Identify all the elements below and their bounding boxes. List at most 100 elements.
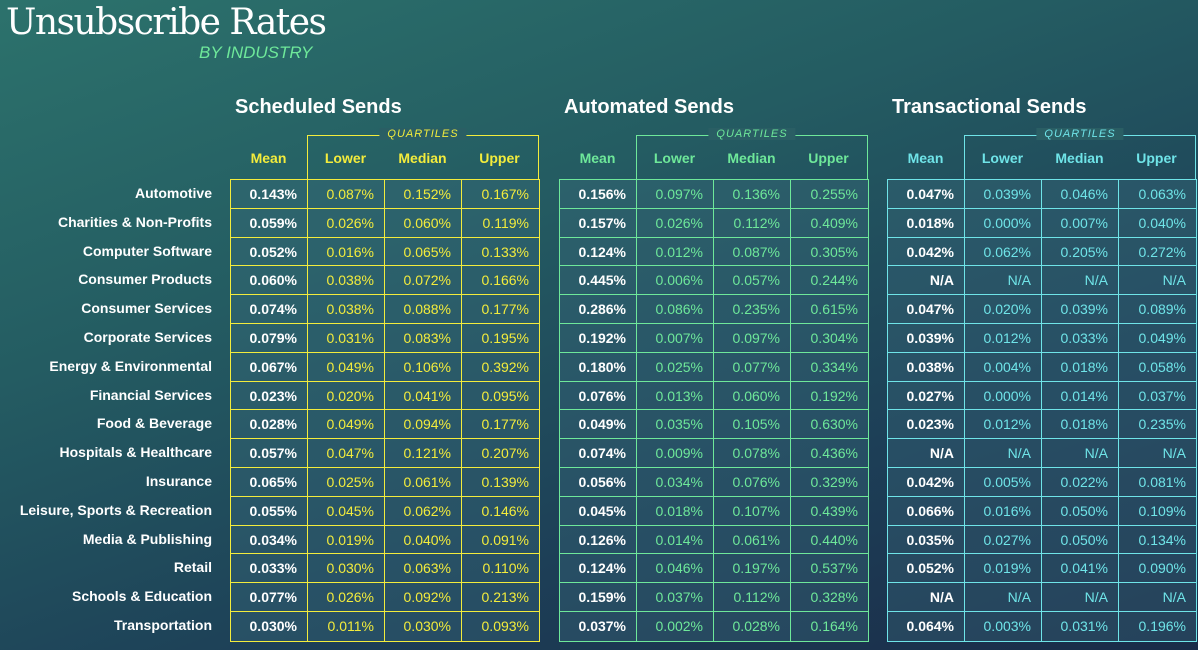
table-cell-lower: 0.026% <box>308 583 385 612</box>
table-cell-upper: 0.134% <box>1119 526 1196 555</box>
table-cell-median: 0.107% <box>714 496 791 526</box>
table-cell-median: 0.076% <box>714 467 791 497</box>
table-cell-median: 0.039% <box>1042 295 1119 324</box>
table-cell-upper: 0.192% <box>791 382 868 411</box>
table-cell-lower: N/A <box>965 266 1042 296</box>
table-cell-lower: 0.086% <box>637 295 714 324</box>
table-cell-mean: 0.065% <box>231 467 308 497</box>
table-cell-median: 0.088% <box>385 295 462 324</box>
industry-label: Retail <box>173 559 212 576</box>
table-cell-upper: 0.139% <box>462 468 539 497</box>
table-cell-median: N/A <box>1042 583 1119 612</box>
table-cell-mean: 0.033% <box>231 554 308 584</box>
automated-quartiles-bracket: QUARTILES <box>636 128 868 179</box>
table-cell-lower: 0.016% <box>308 237 385 267</box>
table-cell-lower: 0.047% <box>308 439 385 468</box>
table-cell-upper: 0.049% <box>1119 324 1196 353</box>
table-cell-median: 0.033% <box>1042 323 1119 353</box>
table-cell-mean: 0.124% <box>560 237 637 267</box>
table-cell-lower: 0.020% <box>308 381 385 411</box>
table-cell-upper: 0.272% <box>1119 238 1196 267</box>
table-cell-mean: 0.143% <box>231 180 308 209</box>
table-cell-median: 0.030% <box>385 611 462 641</box>
table-cell-upper: N/A <box>1119 583 1196 612</box>
table-cell-lower: 0.026% <box>308 208 385 238</box>
table-cell-median: 0.106% <box>385 352 462 382</box>
table-cell-mean: 0.077% <box>231 583 308 612</box>
industry-label: Transportation <box>113 617 212 633</box>
table-cell-lower: 0.087% <box>308 180 385 209</box>
table-cell-median: N/A <box>1042 439 1119 468</box>
table-cell-lower: 0.037% <box>637 583 714 612</box>
table-cell-median: 0.050% <box>1042 525 1119 555</box>
table-cell-upper: 0.409% <box>791 209 868 238</box>
table-cell-mean: 0.039% <box>888 323 965 353</box>
table-cell-lower: 0.018% <box>637 496 714 526</box>
table-cell-median: 0.050% <box>1042 496 1119 526</box>
table-cell-median: 0.022% <box>1042 467 1119 497</box>
table-cell-median: 0.197% <box>714 554 791 584</box>
table-cell-mean: 0.023% <box>888 410 965 440</box>
industry-label: Media & Publishing <box>82 530 212 547</box>
column-header-median: Median <box>398 150 447 166</box>
table-cell-lower: 0.027% <box>965 525 1042 555</box>
quartiles-label: QUARTILES <box>379 128 467 140</box>
table-cell-median: 0.061% <box>385 467 462 497</box>
table-cell-median: N/A <box>1042 266 1119 296</box>
table-cell-lower: 0.002% <box>637 611 714 641</box>
table-cell-lower: 0.026% <box>637 208 714 238</box>
table-cell-mean: 0.074% <box>231 295 308 324</box>
table-cell-upper: 0.119% <box>462 209 539 238</box>
table-cell-mean: 0.035% <box>888 525 965 555</box>
table-cell-mean: 0.047% <box>888 295 965 324</box>
table-cell-lower: 0.007% <box>637 323 714 353</box>
table-cell-median: 0.046% <box>1042 180 1119 209</box>
table-cell-median: 0.072% <box>385 266 462 296</box>
industry-label: Automotive <box>135 185 212 201</box>
table-cell-upper: 0.329% <box>791 468 868 497</box>
table-cell-mean: 0.192% <box>560 323 637 353</box>
table-cell-mean: 0.052% <box>231 237 308 267</box>
industry-label: Charities & Non-Profits <box>57 213 212 230</box>
table-cell-mean: 0.034% <box>231 525 308 555</box>
table-cell-median: 0.014% <box>1042 381 1119 411</box>
table-cell-mean: 0.074% <box>560 439 637 468</box>
table-cell-median: 0.040% <box>385 525 462 555</box>
table-cell-mean: 0.126% <box>560 525 637 555</box>
table-cell-mean: 0.042% <box>888 467 965 497</box>
table-cell-upper: 0.146% <box>462 497 539 526</box>
table-cell-median: 0.083% <box>385 323 462 353</box>
table-cell-mean: 0.066% <box>888 496 965 526</box>
table-cell-median: 0.031% <box>1042 611 1119 641</box>
table-cell-upper: 0.091% <box>462 526 539 555</box>
table-cell-mean: 0.056% <box>560 467 637 497</box>
scheduled-title: Scheduled Sends <box>235 96 402 118</box>
table-cell-lower: 0.013% <box>637 381 714 411</box>
table-cell-upper: 0.615% <box>791 295 868 324</box>
table-cell-mean: 0.124% <box>560 554 637 584</box>
table-cell-upper: 0.244% <box>791 266 868 296</box>
industry-label: Computer Software <box>82 242 212 259</box>
table-cell-upper: 0.537% <box>791 554 868 584</box>
industry-label: Corporate Services <box>83 329 212 345</box>
industry-label: Financial Services <box>89 386 212 403</box>
table-cell-upper: 0.110% <box>462 554 539 584</box>
table-cell-upper: 0.213% <box>462 583 539 612</box>
industry-label: Insurance <box>145 473 212 489</box>
table-cell-lower: 0.035% <box>637 410 714 440</box>
table-cell-median: 0.136% <box>714 180 791 209</box>
table-cell-upper: 0.164% <box>810 617 858 634</box>
transactional-table: 0.047% 0.039% 0.046% 0.063% 0.018% 0.000% 0.00… <box>887 179 1197 642</box>
scheduled-table: 0.143% 0.087% 0.152% 0.167% 0.059% 0.026% 0.06… <box>230 179 540 642</box>
column-header-median: Median <box>1055 150 1104 166</box>
table-cell-lower: 0.038% <box>308 295 385 324</box>
industry-label: Schools & Education <box>71 588 212 605</box>
table-cell-mean: 0.159% <box>560 583 637 612</box>
table-cell-lower: 0.019% <box>308 525 385 555</box>
table-cell-upper: 0.063% <box>1119 180 1196 209</box>
table-cell-lower: N/A <box>965 439 1042 468</box>
table-cell-median: 0.097% <box>714 323 791 353</box>
table-cell-median: 0.065% <box>385 237 462 267</box>
table-cell-median: 0.112% <box>714 208 791 238</box>
table-cell-mean: N/A <box>888 439 965 468</box>
